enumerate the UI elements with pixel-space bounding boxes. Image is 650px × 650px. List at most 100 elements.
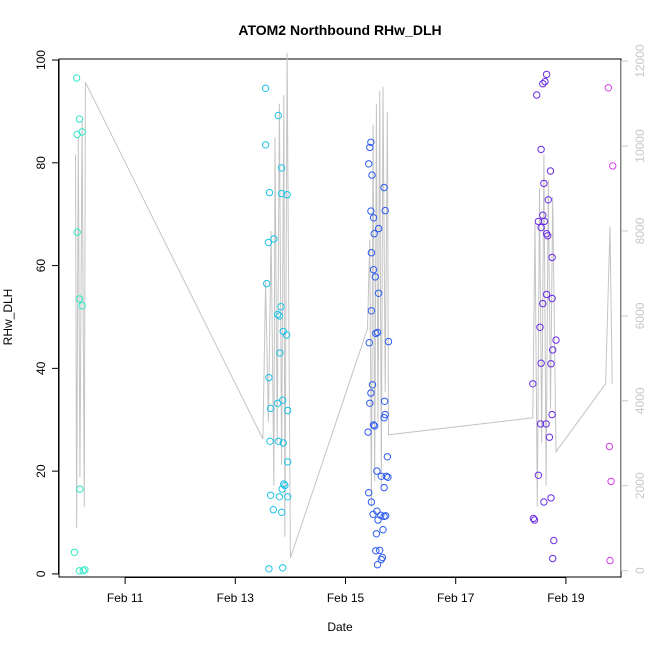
data-point bbox=[605, 442, 614, 451]
y-tick-label: 40 bbox=[34, 361, 48, 375]
data-point bbox=[279, 439, 287, 447]
data-point bbox=[380, 183, 388, 192]
data-point bbox=[365, 160, 373, 168]
data-point bbox=[81, 566, 89, 574]
data-point bbox=[609, 162, 617, 170]
data-point bbox=[284, 458, 292, 466]
data-point bbox=[536, 420, 545, 428]
data-point bbox=[284, 493, 292, 501]
data-point bbox=[373, 328, 382, 337]
data-point bbox=[76, 485, 84, 493]
data-point bbox=[547, 494, 555, 502]
data-point bbox=[381, 410, 389, 419]
data-point bbox=[277, 189, 286, 198]
data-point bbox=[537, 359, 545, 367]
data-point bbox=[368, 171, 376, 179]
data-point bbox=[367, 389, 375, 397]
data-point bbox=[382, 472, 390, 480]
y2-tick-label: 2000 bbox=[633, 472, 647, 499]
data-point bbox=[540, 179, 548, 188]
data-point bbox=[265, 373, 273, 382]
data-point bbox=[546, 167, 555, 175]
data-point bbox=[548, 253, 556, 262]
data-point bbox=[264, 238, 273, 247]
axes-layer: 0 20 40 60 80 100 0 2000 4000 6000 8000 10000 12000 F… bbox=[34, 44, 647, 605]
x-axis-label: Date bbox=[327, 620, 353, 634]
x-tick-label: Feb 11 bbox=[107, 591, 144, 605]
data-point bbox=[549, 554, 557, 563]
data-point bbox=[607, 477, 615, 486]
data-point bbox=[277, 164, 286, 172]
data-point bbox=[283, 191, 291, 199]
data-point bbox=[70, 548, 79, 556]
data-point bbox=[261, 141, 270, 149]
data-point bbox=[275, 493, 284, 501]
data-point bbox=[372, 530, 381, 538]
data-point bbox=[384, 473, 392, 481]
data-point bbox=[529, 514, 538, 523]
data-point bbox=[365, 489, 373, 497]
y-tick-label: 80 bbox=[34, 156, 48, 170]
data-point bbox=[269, 506, 277, 514]
x-tick-label: Feb 19 bbox=[547, 591, 585, 605]
data-point bbox=[274, 437, 282, 445]
data-point bbox=[540, 498, 548, 506]
data-point bbox=[530, 516, 539, 524]
data-point bbox=[372, 329, 380, 338]
x-tick-label: Feb 13 bbox=[217, 591, 255, 605]
data-point bbox=[604, 84, 612, 92]
data-point bbox=[277, 303, 285, 311]
y2-tick-label: 8000 bbox=[633, 217, 647, 244]
data-point bbox=[534, 217, 543, 226]
data-point bbox=[544, 232, 552, 240]
data-point bbox=[374, 224, 383, 233]
data-point bbox=[381, 206, 389, 215]
data-point bbox=[371, 422, 379, 430]
points-layer bbox=[70, 70, 617, 575]
data-point bbox=[274, 310, 282, 319]
data-point bbox=[382, 512, 390, 520]
data-point bbox=[379, 526, 387, 534]
y-tick-label: 60 bbox=[34, 259, 48, 273]
data-point bbox=[542, 420, 550, 428]
data-point bbox=[545, 433, 554, 441]
data-point bbox=[373, 467, 381, 475]
data-point bbox=[276, 349, 284, 357]
data-point bbox=[369, 266, 378, 274]
data-point bbox=[384, 337, 393, 346]
data-point bbox=[544, 196, 552, 204]
data-point bbox=[550, 536, 558, 545]
data-point bbox=[266, 437, 274, 445]
data-point bbox=[548, 410, 556, 419]
data-point bbox=[534, 471, 543, 479]
data-point bbox=[552, 336, 560, 344]
data-point bbox=[537, 223, 545, 232]
y2-tick-label: 4000 bbox=[633, 387, 647, 414]
data-point bbox=[279, 564, 287, 572]
secondary-line-layer bbox=[75, 52, 613, 559]
data-point bbox=[261, 84, 270, 93]
data-point bbox=[380, 483, 388, 492]
data-point bbox=[75, 115, 84, 123]
data-point bbox=[366, 143, 374, 152]
data-point bbox=[371, 273, 379, 281]
data-point bbox=[383, 453, 392, 461]
data-point bbox=[369, 421, 378, 429]
data-point bbox=[265, 565, 273, 573]
data-point bbox=[376, 546, 384, 554]
data-point bbox=[539, 299, 547, 308]
data-point bbox=[365, 339, 373, 347]
data-point bbox=[364, 428, 372, 436]
data-point bbox=[78, 302, 86, 310]
data-point bbox=[372, 547, 380, 555]
data-point bbox=[368, 381, 377, 389]
data-point bbox=[377, 555, 385, 564]
data-point bbox=[533, 91, 541, 99]
data-point bbox=[539, 211, 547, 219]
y-axis-label: RHw_DLH bbox=[1, 289, 15, 346]
data-point bbox=[72, 74, 81, 82]
data-point bbox=[369, 510, 377, 518]
data-point bbox=[540, 217, 549, 226]
data-point bbox=[367, 138, 375, 147]
